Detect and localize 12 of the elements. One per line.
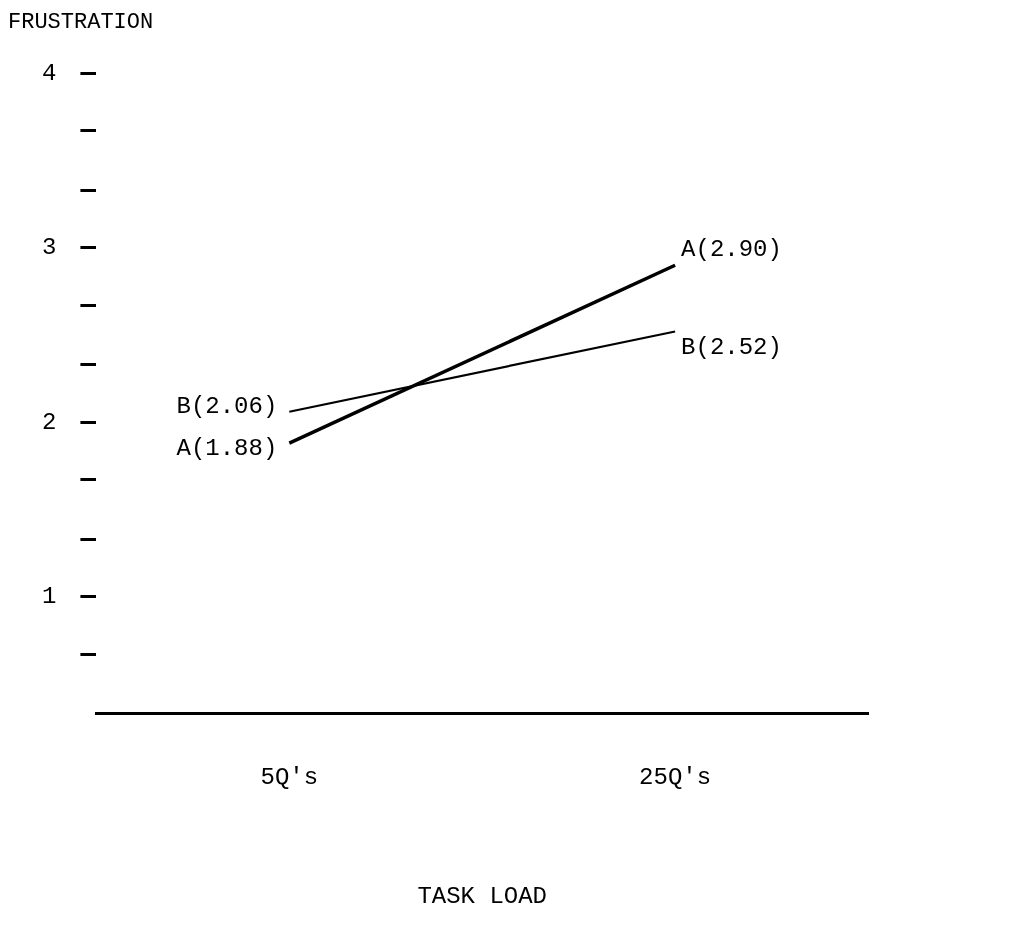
y-tick-label: 2	[42, 408, 57, 436]
x-tick-label: 5Q's	[260, 764, 319, 792]
x-tick-label: 25Q's	[639, 764, 712, 792]
text: A(1.88)	[176, 434, 278, 462]
text: A(2.90)	[681, 235, 782, 263]
y-tick-label: 1	[42, 582, 57, 610]
y-axis-title: FRUSTRATION	[8, 10, 155, 35]
x-axis-title: TASK LOAD	[417, 882, 548, 910]
y-tick-label: 4	[42, 59, 57, 87]
text: B(2.06)	[176, 392, 278, 420]
y-tick-label: 3	[42, 234, 57, 262]
text: B(2.52)	[681, 333, 782, 361]
